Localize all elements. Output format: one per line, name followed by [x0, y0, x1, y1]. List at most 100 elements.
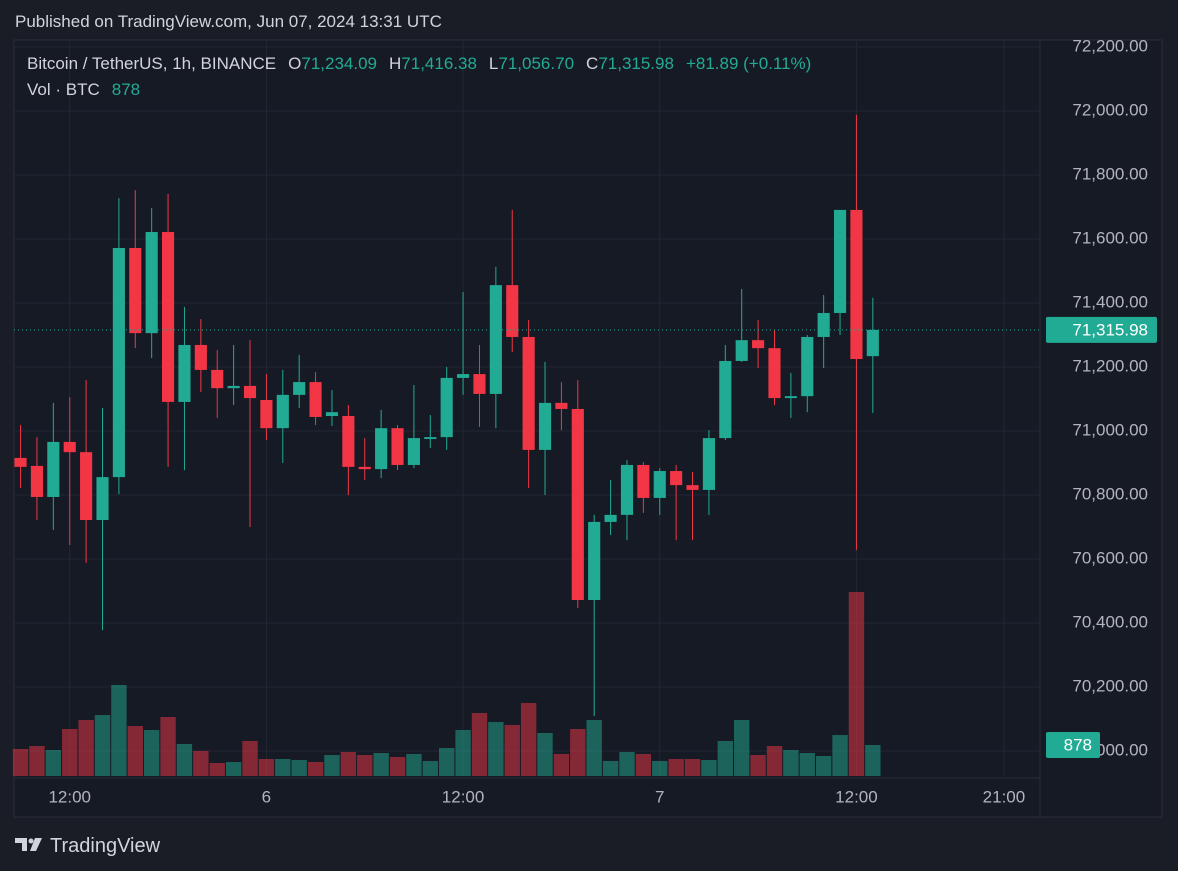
- x-tick-label: 12:00: [835, 787, 878, 806]
- candle-body: [129, 248, 142, 334]
- candle-body: [342, 416, 355, 467]
- candle-body: [522, 336, 535, 450]
- y-tick-label: 70,200.00: [1072, 677, 1148, 696]
- chart-frame: [13, 39, 1163, 818]
- volume-bar: [832, 735, 848, 776]
- volume-bar: [389, 756, 406, 776]
- volume-bar: [209, 762, 225, 776]
- candle-body: [817, 312, 830, 337]
- candle-body: [211, 369, 224, 389]
- candle-body: [96, 477, 109, 520]
- y-tick-label: 71,600.00: [1072, 229, 1148, 248]
- y-tick-label: 72,200.00: [1072, 37, 1148, 56]
- y-tick-label: 70,800.00: [1072, 485, 1148, 504]
- candle-body: [604, 514, 617, 522]
- volume-bar: [783, 749, 799, 776]
- candle-body: [784, 396, 797, 399]
- volume-bar: [29, 745, 45, 776]
- volume-bar: [602, 760, 619, 776]
- candle-body: [14, 457, 27, 467]
- candle-body: [719, 360, 732, 439]
- volume-legend: Vol · BTC 878: [27, 80, 140, 100]
- y-tick-label: 71,000.00: [1072, 421, 1148, 440]
- candle-body: [260, 400, 273, 429]
- candle-body: [30, 465, 44, 497]
- volume-value: 878: [111, 80, 141, 99]
- logo-icon: [15, 838, 27, 851]
- candle-body: [457, 374, 470, 378]
- ohlc-letter: H: [389, 54, 402, 73]
- ohlc-value: 71,315.98: [598, 54, 674, 73]
- candle-body: [407, 438, 420, 465]
- candle-body: [63, 441, 76, 453]
- x-tick-label: 12:00: [48, 787, 91, 806]
- last-price-label: 71,315.98: [1072, 320, 1148, 339]
- volume-bar: [176, 743, 193, 776]
- volume-tag: [1046, 731, 1100, 758]
- candle-body: [161, 232, 175, 402]
- candles: [14, 114, 1040, 717]
- candle-body: [768, 348, 781, 399]
- volume-bar: [734, 719, 750, 776]
- volume-bar: [684, 759, 701, 776]
- candle-body: [47, 441, 60, 497]
- volume-tag-label: 878: [1064, 735, 1092, 754]
- candle-body: [145, 232, 158, 334]
- volume-bar: [406, 753, 422, 776]
- candle-body: [686, 485, 699, 490]
- logo-icon: [30, 838, 42, 851]
- y-tick-label: 71,200.00: [1072, 357, 1148, 376]
- volume-bar: [815, 755, 832, 776]
- volume-bar: [701, 759, 717, 776]
- volume-bar: [291, 759, 307, 776]
- volume-bar: [799, 752, 815, 776]
- ohlc-value: 71,056.70: [498, 54, 575, 73]
- volume-bar: [553, 753, 570, 776]
- logo: [15, 838, 42, 851]
- volume-bar: [193, 750, 209, 776]
- candle-body: [833, 209, 847, 313]
- candle-body: [358, 466, 371, 470]
- volume-bar: [586, 719, 602, 776]
- volume-bar: [766, 745, 783, 776]
- candle-body: [227, 385, 240, 389]
- published-note: Published on TradingView.com, Jun 07, 20…: [15, 12, 442, 31]
- candle-body: [325, 412, 339, 416]
- volume-bar: [652, 760, 668, 776]
- volume-bar: [324, 755, 340, 776]
- ohlc-letter: O: [288, 54, 302, 73]
- candle-body: [801, 336, 814, 397]
- volume-bar: [143, 729, 160, 776]
- volume-bar: [471, 712, 488, 776]
- volume-bar: [242, 740, 258, 776]
- ohlc-letter: L: [488, 54, 499, 73]
- candle-body: [194, 344, 207, 370]
- ohlc-value: 71,234.09: [301, 54, 377, 73]
- symbol-title: Bitcoin / TetherUS, 1h, BINANCE: [27, 54, 277, 73]
- candle-body: [866, 329, 879, 357]
- volume-bar: [225, 762, 242, 776]
- volume-bar: [455, 729, 471, 776]
- candle-body: [620, 464, 634, 515]
- volume-bar: [62, 729, 78, 776]
- volume-bar: [750, 755, 766, 776]
- logo-icon: [28, 838, 34, 844]
- candle-body: [653, 471, 666, 498]
- candle-body: [506, 285, 519, 337]
- candle-body: [702, 438, 715, 490]
- volume-bar: [865, 744, 881, 776]
- y-tick-label: 70,600.00: [1072, 549, 1148, 568]
- candle-body: [555, 402, 568, 409]
- volume-bar: [12, 749, 29, 776]
- candle-body: [588, 521, 601, 600]
- candle-body: [752, 340, 765, 349]
- last-price-tag: [1046, 316, 1157, 343]
- candle-body: [178, 344, 191, 402]
- volume-bar: [275, 759, 291, 776]
- grid: [14, 40, 1040, 776]
- volume-bar: [111, 685, 127, 776]
- candle-body: [571, 408, 584, 600]
- x-tick-label: 7: [655, 787, 664, 806]
- volume-bar: [258, 759, 275, 776]
